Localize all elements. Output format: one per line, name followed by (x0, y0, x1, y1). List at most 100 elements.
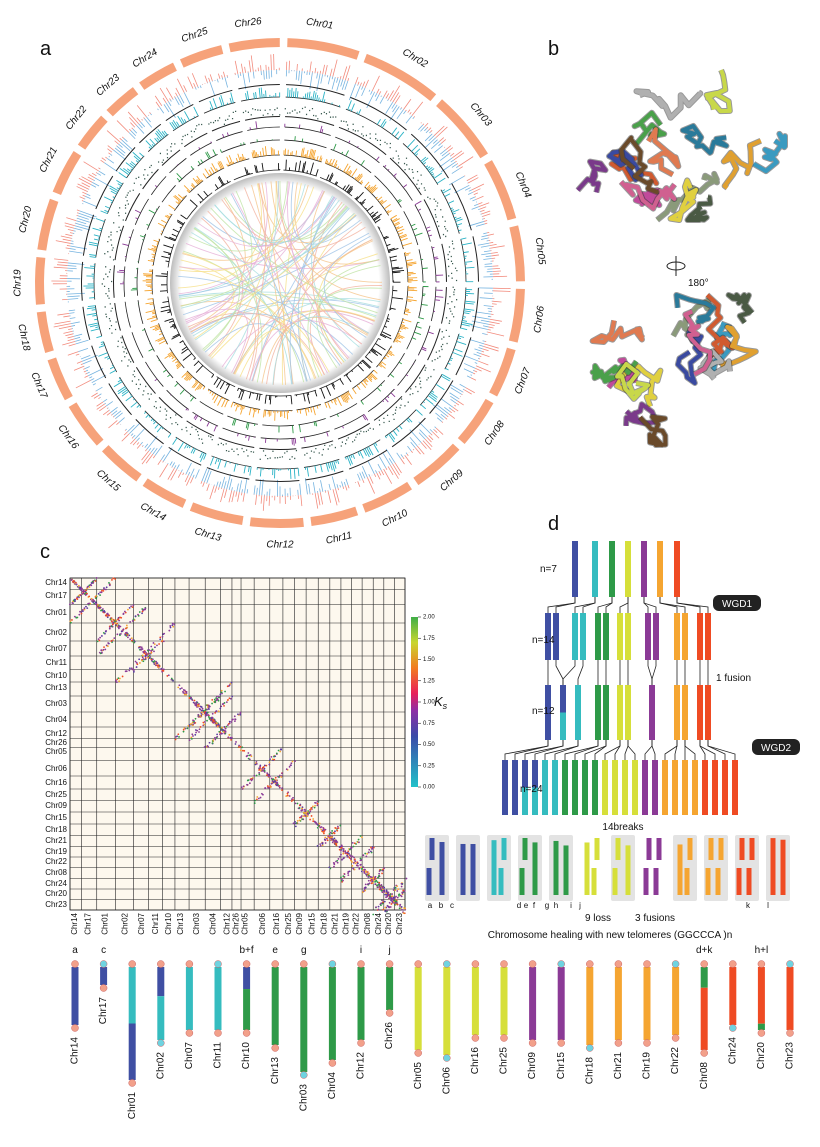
syntenic-dot (376, 886, 379, 889)
density-track (125, 423, 163, 456)
syntenic-dot (75, 583, 78, 586)
syntenic-dot (100, 609, 102, 612)
syntenic-dot (394, 889, 396, 892)
ideogram (68, 402, 104, 446)
syntenic-dot (125, 631, 128, 634)
density-track (67, 351, 94, 389)
syntenic-dot (208, 717, 211, 720)
syntenic-dot (183, 693, 186, 696)
syntenic-dot (354, 860, 357, 863)
signal-track (265, 438, 297, 446)
syntenic-dot (301, 809, 304, 811)
signal-track (172, 437, 207, 462)
syntenic-dot (122, 612, 125, 615)
syntenic-dot (169, 626, 172, 629)
syntenic-dot (221, 732, 223, 735)
track-baseline (218, 437, 255, 448)
telomere (357, 960, 365, 968)
ancestral-chromosome (649, 685, 655, 740)
syntenic-dot (391, 895, 394, 898)
ideogram (363, 53, 437, 102)
ancestral-chromosome (653, 868, 659, 895)
signal-track (249, 121, 258, 130)
density-track (307, 484, 350, 509)
syntenic-dot (391, 893, 393, 895)
panel-label: d (548, 513, 559, 535)
syntenic-dot (248, 782, 251, 785)
track-baseline (124, 301, 131, 328)
ancestral-chromosome (501, 838, 507, 860)
track-baseline (161, 149, 181, 166)
track-baseline (175, 380, 197, 400)
density-track (253, 478, 302, 496)
colorbar-tick-label: 2.00 (423, 615, 435, 621)
syntenic-dot (347, 874, 350, 877)
syntenic-dot (119, 633, 122, 635)
synteny-link (239, 309, 376, 378)
signal-track (285, 159, 319, 177)
syntenic-dot (269, 758, 271, 761)
syntenic-dot (206, 745, 209, 747)
syntenic-dot (182, 730, 185, 733)
dot-track (340, 427, 374, 447)
syntenic-dot (365, 870, 367, 873)
syntenic-dot (357, 864, 359, 867)
row-label: Chr07 (45, 644, 67, 653)
syntenic-dot (352, 845, 355, 848)
gray-box (766, 835, 790, 901)
synteny-link (224, 196, 345, 243)
chromosome-name: Chr21 (613, 1052, 624, 1080)
signal-track (378, 227, 399, 253)
syntenic-dot (258, 771, 261, 774)
signal-track (445, 333, 467, 371)
syntenic-dot (207, 716, 210, 718)
syntenic-dot (72, 602, 74, 605)
syntenic-dot (77, 584, 80, 587)
syntenic-dot (262, 766, 265, 768)
track-baseline (227, 415, 258, 425)
telomere (700, 1049, 708, 1057)
syntenic-dot (396, 903, 399, 906)
signal-track (347, 100, 405, 140)
ancestral-chromosome (572, 613, 578, 660)
syntenic-dot (154, 646, 156, 649)
synteny-link (230, 193, 311, 381)
chromosome-name: Chr11 (213, 1042, 224, 1069)
syntenic-dot (171, 624, 174, 627)
syntenic-dot (185, 690, 188, 693)
chromosome (557, 967, 565, 1040)
density-track (154, 78, 187, 109)
syntenic-dot (401, 908, 403, 911)
row-label: Chr05 (45, 747, 67, 756)
syntenic-dot (337, 858, 340, 860)
track-baseline (238, 387, 263, 396)
syntenic-dot (288, 765, 291, 768)
syntenic-dot (151, 658, 154, 661)
syntenic-dot (338, 848, 341, 851)
syntenic-dot (86, 592, 88, 595)
syntenic-dot (343, 873, 346, 876)
density-track (55, 209, 80, 255)
syntenic-dot (246, 783, 248, 786)
dot-track (104, 222, 122, 261)
syntenic-dot (200, 712, 203, 715)
track-baseline (192, 411, 219, 427)
chromosome (328, 967, 336, 1060)
syntenic-dot (129, 667, 131, 670)
signal-track (348, 140, 380, 161)
signal-track (283, 147, 323, 162)
fragment-letter: g (545, 901, 549, 910)
signal-track (431, 246, 444, 283)
signal-track (360, 384, 383, 405)
colorbar-title-main: K (434, 694, 444, 709)
syntenic-dot (106, 616, 109, 619)
ideogram (139, 62, 177, 90)
descent-line (555, 597, 576, 613)
signal-track (287, 87, 341, 107)
syntenic-dot (384, 906, 387, 909)
telomere (242, 960, 251, 968)
syntenic-dot (152, 660, 154, 663)
syntenic-dot (217, 723, 220, 726)
signal-track (397, 363, 415, 386)
syntenic-dot (295, 822, 298, 824)
